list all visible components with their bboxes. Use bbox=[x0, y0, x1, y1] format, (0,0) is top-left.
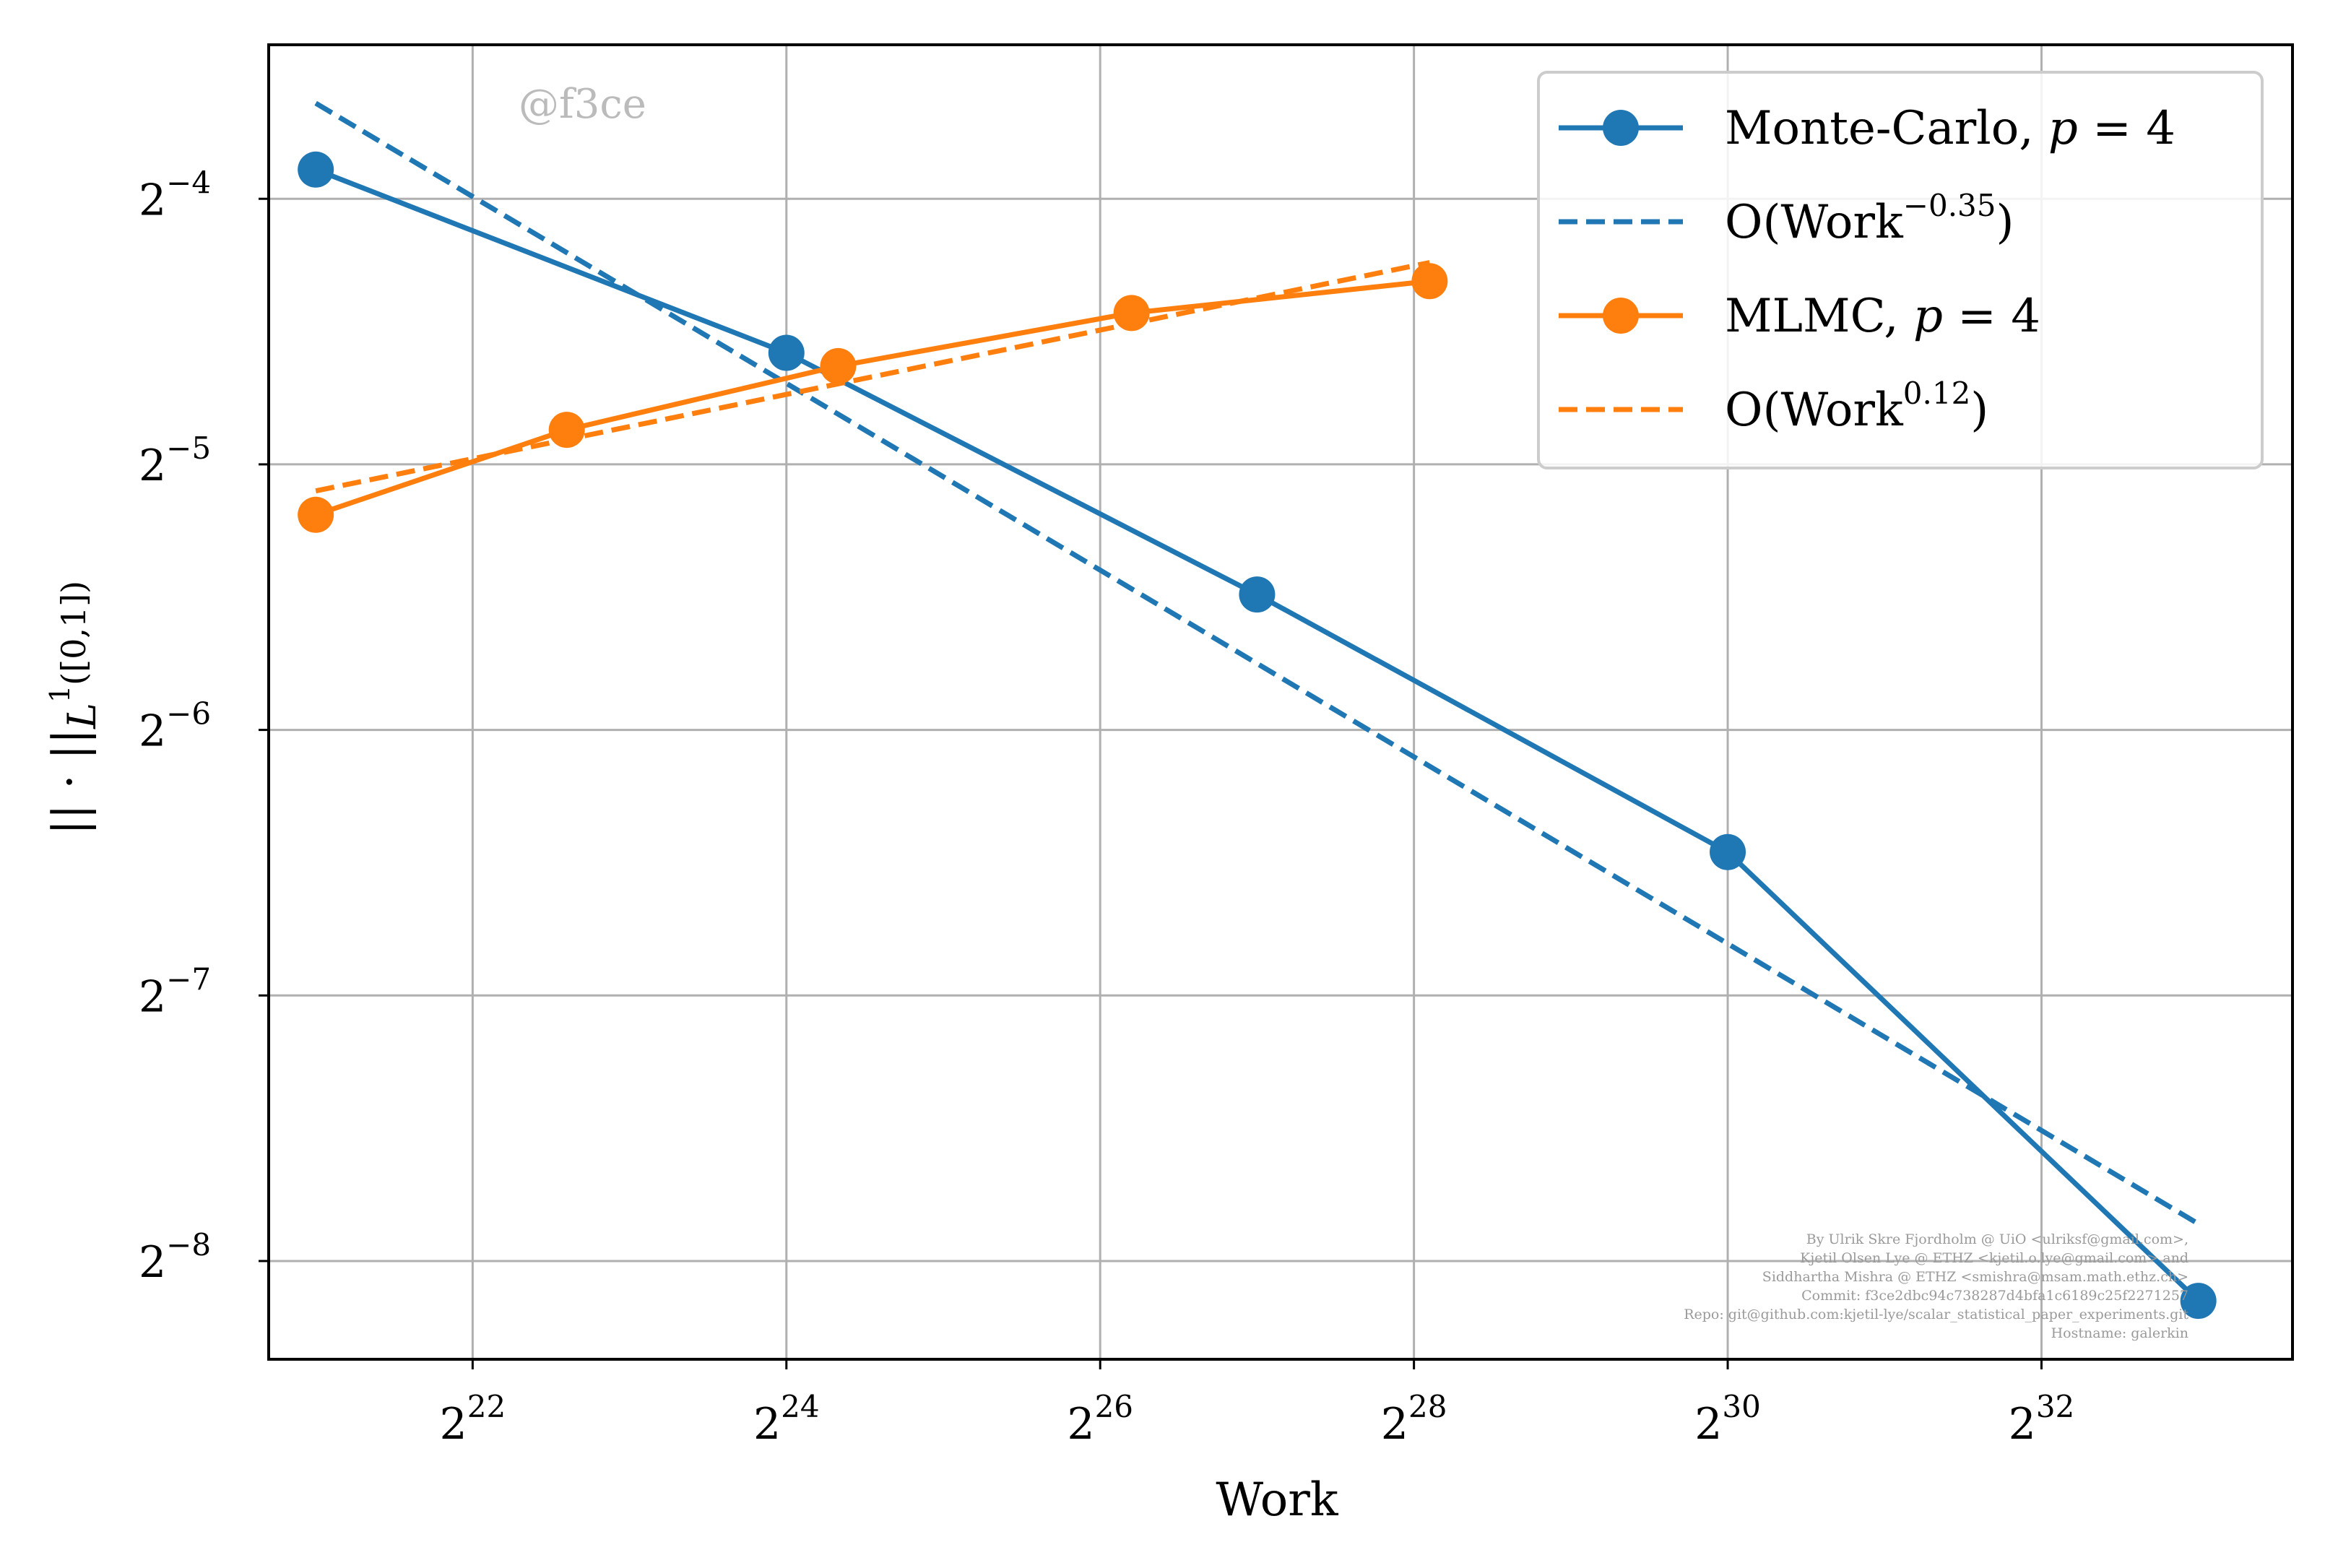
credits: By Ulrik Skre Fjordholm @ UiO <ulriksf@g… bbox=[1684, 1231, 2188, 1341]
credit-line: Siddhartha Mishra @ ETHZ <smishra@msam.m… bbox=[1762, 1269, 2188, 1285]
legend-label: O(Work−0.35) bbox=[1725, 188, 2014, 249]
x-tick-label-base: 2 bbox=[2009, 1399, 2036, 1450]
grid bbox=[269, 45, 2292, 1359]
series-point-mlmc-p-4 bbox=[820, 347, 857, 384]
x-tick-label: 226 bbox=[1067, 1389, 1133, 1450]
series-line-o-work-0-35 bbox=[314, 100, 2200, 1226]
legend-label-text: MLMC, bbox=[1725, 290, 1913, 343]
axes-frame bbox=[267, 43, 2294, 1361]
x-tick-label: 222 bbox=[440, 1389, 506, 1450]
x-tick-label-base: 2 bbox=[753, 1399, 781, 1450]
x-tick-label-exponent: 32 bbox=[2036, 1389, 2074, 1424]
legend-label: Monte-Carlo, p = 4 bbox=[1725, 102, 2175, 155]
x-tick-label-base: 2 bbox=[440, 1399, 467, 1450]
credit-line: Hostname: galerkin bbox=[2051, 1325, 2188, 1341]
legend-label-text: O(Work bbox=[1725, 196, 1904, 249]
x-tick-label-exponent: 22 bbox=[467, 1389, 506, 1424]
y-tick-label-base: 2 bbox=[139, 441, 166, 491]
watermark: @f3ce bbox=[519, 81, 646, 128]
x-axis-title: Work bbox=[1216, 1473, 1339, 1527]
legend-label-var: p bbox=[2048, 102, 2078, 155]
y-tick-label-exponent: −8 bbox=[166, 1227, 211, 1262]
series-point-monte-carlo-p-4 bbox=[768, 334, 805, 371]
y-tick-label-base: 2 bbox=[139, 1237, 166, 1288]
y-tick-label: 2−4 bbox=[139, 165, 211, 225]
y-tick-label: 2−6 bbox=[139, 696, 211, 757]
legend-label-suffix: = 4 bbox=[1943, 290, 2040, 343]
x-tick-label: 224 bbox=[753, 1389, 820, 1450]
y-axis-title-sup: 1 bbox=[44, 685, 76, 703]
x-tick-label: 232 bbox=[2009, 1389, 2075, 1450]
x-tick-label-exponent: 28 bbox=[1408, 1389, 1447, 1424]
x-tick-label: 228 bbox=[1381, 1389, 1447, 1450]
legend-label-sup: 0.12 bbox=[1903, 376, 1971, 411]
series-line-o-work-0-12 bbox=[315, 260, 1431, 494]
credit-line: Kjetil Olsen Lye @ ETHZ <kjetil.o.lye@gm… bbox=[1800, 1250, 2188, 1266]
legend-label-suffix: ) bbox=[1996, 196, 2014, 249]
legend-label: O(Work0.12) bbox=[1725, 376, 1988, 437]
y-axis-title: || · ||L1([0,1]) bbox=[43, 581, 105, 835]
y-tick-label-exponent: −5 bbox=[166, 430, 211, 466]
legend-label-text: O(Work bbox=[1725, 384, 1904, 437]
y-axis-title-sub: L bbox=[59, 703, 105, 729]
x-tick-label: 230 bbox=[1694, 1389, 1761, 1450]
credit-line: Repo: git@github.com:kjetil-lye/scalar_s… bbox=[1684, 1307, 2188, 1322]
legend-box bbox=[1537, 71, 2264, 469]
y-tick-label-exponent: −7 bbox=[166, 961, 211, 997]
series-point-mlmc-p-4 bbox=[548, 412, 585, 449]
y-axis-title-norm: || · || bbox=[43, 729, 97, 835]
y-tick-label-base: 2 bbox=[139, 175, 166, 225]
series-point-mlmc-p-4 bbox=[1411, 263, 1448, 300]
x-tick-label-exponent: 30 bbox=[1722, 1389, 1760, 1424]
legend-swatch-marker bbox=[1603, 110, 1639, 146]
series-point-monte-carlo-p-4 bbox=[2180, 1283, 2217, 1320]
y-tick-label: 2−8 bbox=[139, 1227, 211, 1288]
legend-label-sup: −0.35 bbox=[1903, 188, 1996, 223]
y-axis-title-tail: ([0,1]) bbox=[54, 581, 93, 685]
legend-label-text: Monte-Carlo, bbox=[1725, 102, 2048, 155]
y-tick-label-base: 2 bbox=[139, 706, 166, 757]
y-tick-label: 2−5 bbox=[139, 430, 211, 491]
x-tick-label-base: 2 bbox=[1067, 1399, 1094, 1450]
x-tick-label-exponent: 24 bbox=[781, 1389, 819, 1424]
y-tick-label-exponent: −6 bbox=[166, 696, 211, 732]
credit-line: By Ulrik Skre Fjordholm @ UiO <ulriksf@g… bbox=[1806, 1231, 2188, 1247]
x-tick-label-exponent: 26 bbox=[1095, 1389, 1133, 1424]
plot-area bbox=[298, 100, 2217, 1320]
y-tick-label-base: 2 bbox=[139, 971, 166, 1022]
legend-label-suffix: = 4 bbox=[2078, 102, 2175, 155]
x-tick-label-base: 2 bbox=[1694, 1399, 1722, 1450]
series-point-monte-carlo-p-4 bbox=[298, 151, 334, 188]
legend: Monte-Carlo, p = 4O(Work−0.35)MLMC, p = … bbox=[1537, 71, 2264, 469]
legend-label-var: p bbox=[1913, 290, 1943, 343]
credit-line: Commit: f3ce2dbc94c738287d4bfa1c6189c25f… bbox=[1801, 1288, 2188, 1304]
y-tick-label-exponent: −4 bbox=[166, 165, 211, 200]
legend-label-suffix: ) bbox=[1970, 384, 1988, 437]
series-point-mlmc-p-4 bbox=[298, 496, 334, 533]
legend-swatch-marker bbox=[1603, 298, 1639, 334]
x-tick-label-base: 2 bbox=[1381, 1399, 1408, 1450]
series-point-monte-carlo-p-4 bbox=[1239, 576, 1276, 613]
y-tick-label: 2−7 bbox=[139, 961, 211, 1022]
legend-label: MLMC, p = 4 bbox=[1725, 290, 2040, 343]
series-point-monte-carlo-p-4 bbox=[1710, 833, 1746, 870]
